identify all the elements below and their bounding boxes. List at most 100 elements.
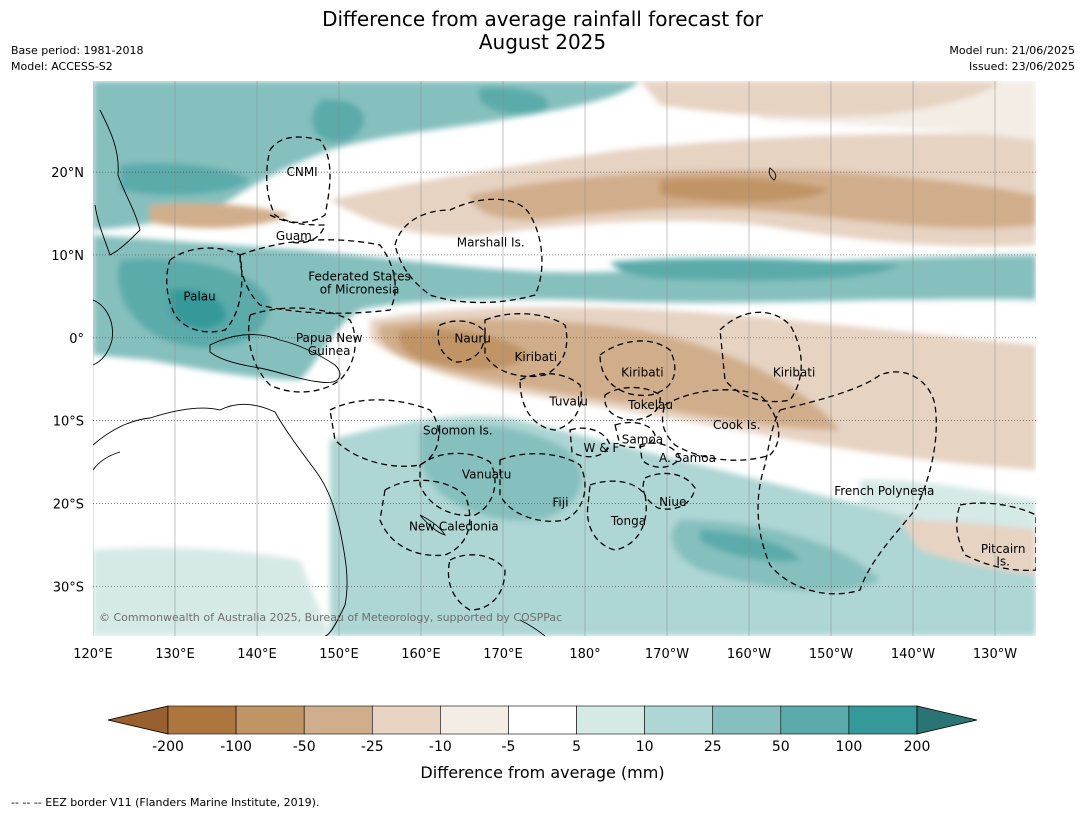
base-period: Base period: 1981-2018 (11, 44, 144, 57)
eez-tuvalu (519, 373, 582, 431)
eez-fsm (239, 239, 396, 314)
landmasses (93, 109, 777, 636)
colorbar-segment (167, 705, 237, 735)
region-label: A. Samoa (659, 451, 716, 465)
region-label: Solomon Is. (423, 424, 493, 438)
dry-guam (150, 203, 290, 229)
colorbar-segment (508, 705, 577, 735)
lon-tick-label: 140°E (237, 647, 277, 662)
lon-tick-label: 140°W (891, 647, 935, 662)
nz-coastline (519, 619, 546, 636)
lat-tick-label: 20°S (53, 497, 84, 512)
dry-band-north-core (660, 177, 830, 202)
colorbar-segment (235, 705, 305, 735)
lon-tick-label: 150°E (319, 647, 359, 662)
lon-tick-label: 150°W (809, 647, 853, 662)
region-label: Tuvalu (548, 395, 588, 409)
australia-coastline (93, 403, 348, 636)
anomaly-field (93, 81, 1036, 636)
colorbar-segment (644, 705, 714, 735)
borneo-coastline (93, 299, 113, 366)
region-label: French Polynesia (834, 484, 934, 498)
colorbar-tick-label: -25 (361, 739, 384, 755)
lat-tick-label: 20°N (51, 166, 84, 181)
model-name: Model: ACCESS-S2 (11, 60, 113, 73)
lon-tick-label: 160°W (727, 647, 771, 662)
colorbar-tick-label: 50 (772, 739, 790, 755)
colorbar-tick-label: 5 (572, 739, 581, 755)
colorbar-segment (303, 705, 373, 735)
region-label: Guam (276, 229, 312, 243)
region-label: Tokelau (627, 398, 673, 412)
colorbar-tick-label: -100 (220, 739, 252, 755)
colorbar-extend-high (916, 705, 978, 735)
region-label: New Caledonia (409, 520, 499, 534)
colorbar-tick-label: -200 (152, 739, 184, 755)
colorbar-segment (371, 705, 441, 735)
colorbar-tick-label: 200 (904, 739, 931, 755)
region-label: Palau (183, 289, 215, 303)
region-label: Kiribati (621, 366, 663, 380)
eez-new-caledonia (379, 479, 471, 557)
lon-tick-label: 120°E (73, 647, 113, 662)
dry-tongue-core (398, 328, 530, 370)
philippines-coastline (94, 109, 141, 256)
eez-tokelau (604, 386, 661, 421)
eez-solomon (329, 399, 440, 467)
eez-borders (166, 136, 1036, 611)
colorbar: -200 -100 -50 -25 -10 -5 5 10 25 50 100 200 (107, 705, 978, 755)
colorbar-tick-label: 25 (704, 739, 722, 755)
region-label: Cook Is. (713, 418, 760, 432)
lat-tick-label: 10°N (51, 249, 84, 264)
new-guinea-coastline (209, 334, 341, 383)
copyright-text: © Commonwealth of Australia 2025, Bureau… (99, 611, 562, 624)
region-label: W & F (584, 441, 620, 455)
map-title: Difference from average rainfall forecas… (0, 8, 1085, 54)
eez-fiji (499, 453, 586, 522)
colorbar-tick-label: -10 (429, 739, 452, 755)
eez-american-samoa (639, 442, 681, 468)
meta-right: Model run: 21/06/2025 Issued: 23/06/2025 (949, 43, 1075, 75)
colorbar-extend-low (107, 705, 169, 735)
region-label: CNMI (286, 165, 317, 179)
region-label: of Micronesia (320, 283, 400, 297)
eez-norfolk (447, 554, 506, 611)
graticule (93, 81, 1036, 636)
eez-png (248, 307, 356, 393)
region-label: Kiribati (773, 366, 815, 380)
eez-samoa (614, 421, 656, 449)
lon-tick-label: 180° (569, 647, 600, 662)
colorbar-segment (440, 705, 509, 735)
lon-tick-label: 130°W (973, 647, 1017, 662)
lat-tick-label: 30°S (53, 580, 84, 595)
region-label: Nauru (454, 332, 490, 346)
lon-axis-labels: 120°E 130°E 140°E 150°E 160°E 170°E 180° 170°W 1… (73, 647, 1017, 662)
region-label: Kiribati (515, 350, 557, 364)
eez-niue (642, 472, 696, 510)
region-label: Pitcairn (981, 542, 1026, 556)
eez-wallis (569, 427, 611, 458)
colorbar-segment (576, 705, 645, 735)
lat-tick-label: 0° (69, 332, 84, 347)
colorbar-tick-label: 10 (636, 739, 654, 755)
wet-south-core (700, 530, 800, 562)
colorbar-tick-label: -50 (293, 739, 316, 755)
colorbar-tick-label: -5 (501, 739, 515, 755)
colorbar-tick-label: 100 (836, 739, 863, 755)
colorbar-segment (712, 705, 782, 735)
wet-band-equator-core (170, 289, 226, 329)
region-label: Tonga (610, 514, 646, 528)
colorbar-segment (848, 705, 918, 735)
region-label: Papua New (296, 331, 363, 345)
new-caledonia-coastline (419, 514, 447, 536)
model-run: Model run: 21/06/2025 (949, 44, 1075, 57)
dry-pitcairn (900, 520, 1036, 575)
region-label: Federated States (308, 269, 410, 283)
colorbar-segment (780, 705, 850, 735)
region-label: Is. (996, 554, 1010, 568)
dry-ne-strong (640, 81, 1000, 117)
lon-tick-label: 170°E (483, 647, 523, 662)
lat-tick-label: 10°S (53, 415, 84, 430)
eez-kiribati-phoenix (599, 340, 676, 397)
